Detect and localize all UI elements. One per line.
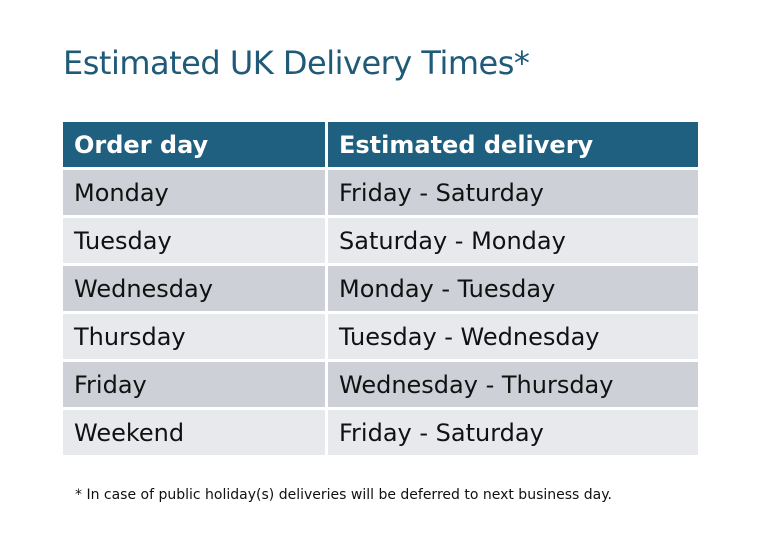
table-row: Monday Friday - Saturday (63, 170, 698, 215)
estimated-delivery-cell: Wednesday - Thursday (328, 362, 698, 407)
page-title: Estimated UK Delivery Times* (63, 44, 530, 82)
estimated-delivery-cell: Monday - Tuesday (328, 266, 698, 311)
column-header-order-day: Order day (63, 122, 325, 167)
delivery-table: Order day Estimated delivery Monday Frida… (60, 119, 701, 458)
table-row: Friday Wednesday - Thursday (63, 362, 698, 407)
order-day-cell: Weekend (63, 410, 325, 455)
table-row: Wednesday Monday - Tuesday (63, 266, 698, 311)
column-header-estimated-delivery: Estimated delivery (328, 122, 698, 167)
footnote: * In case of public holiday(s) deliverie… (75, 487, 612, 503)
estimated-delivery-cell: Friday - Saturday (328, 170, 698, 215)
order-day-cell: Thursday (63, 314, 325, 359)
order-day-cell: Friday (63, 362, 325, 407)
estimated-delivery-cell: Saturday - Monday (328, 218, 698, 263)
estimated-delivery-cell: Friday - Saturday (328, 410, 698, 455)
order-day-cell: Monday (63, 170, 325, 215)
order-day-cell: Wednesday (63, 266, 325, 311)
estimated-delivery-cell: Tuesday - Wednesday (328, 314, 698, 359)
table-row: Thursday Tuesday - Wednesday (63, 314, 698, 359)
table-header-row: Order day Estimated delivery (63, 122, 698, 167)
table-row: Weekend Friday - Saturday (63, 410, 698, 455)
table-row: Tuesday Saturday - Monday (63, 218, 698, 263)
order-day-cell: Tuesday (63, 218, 325, 263)
